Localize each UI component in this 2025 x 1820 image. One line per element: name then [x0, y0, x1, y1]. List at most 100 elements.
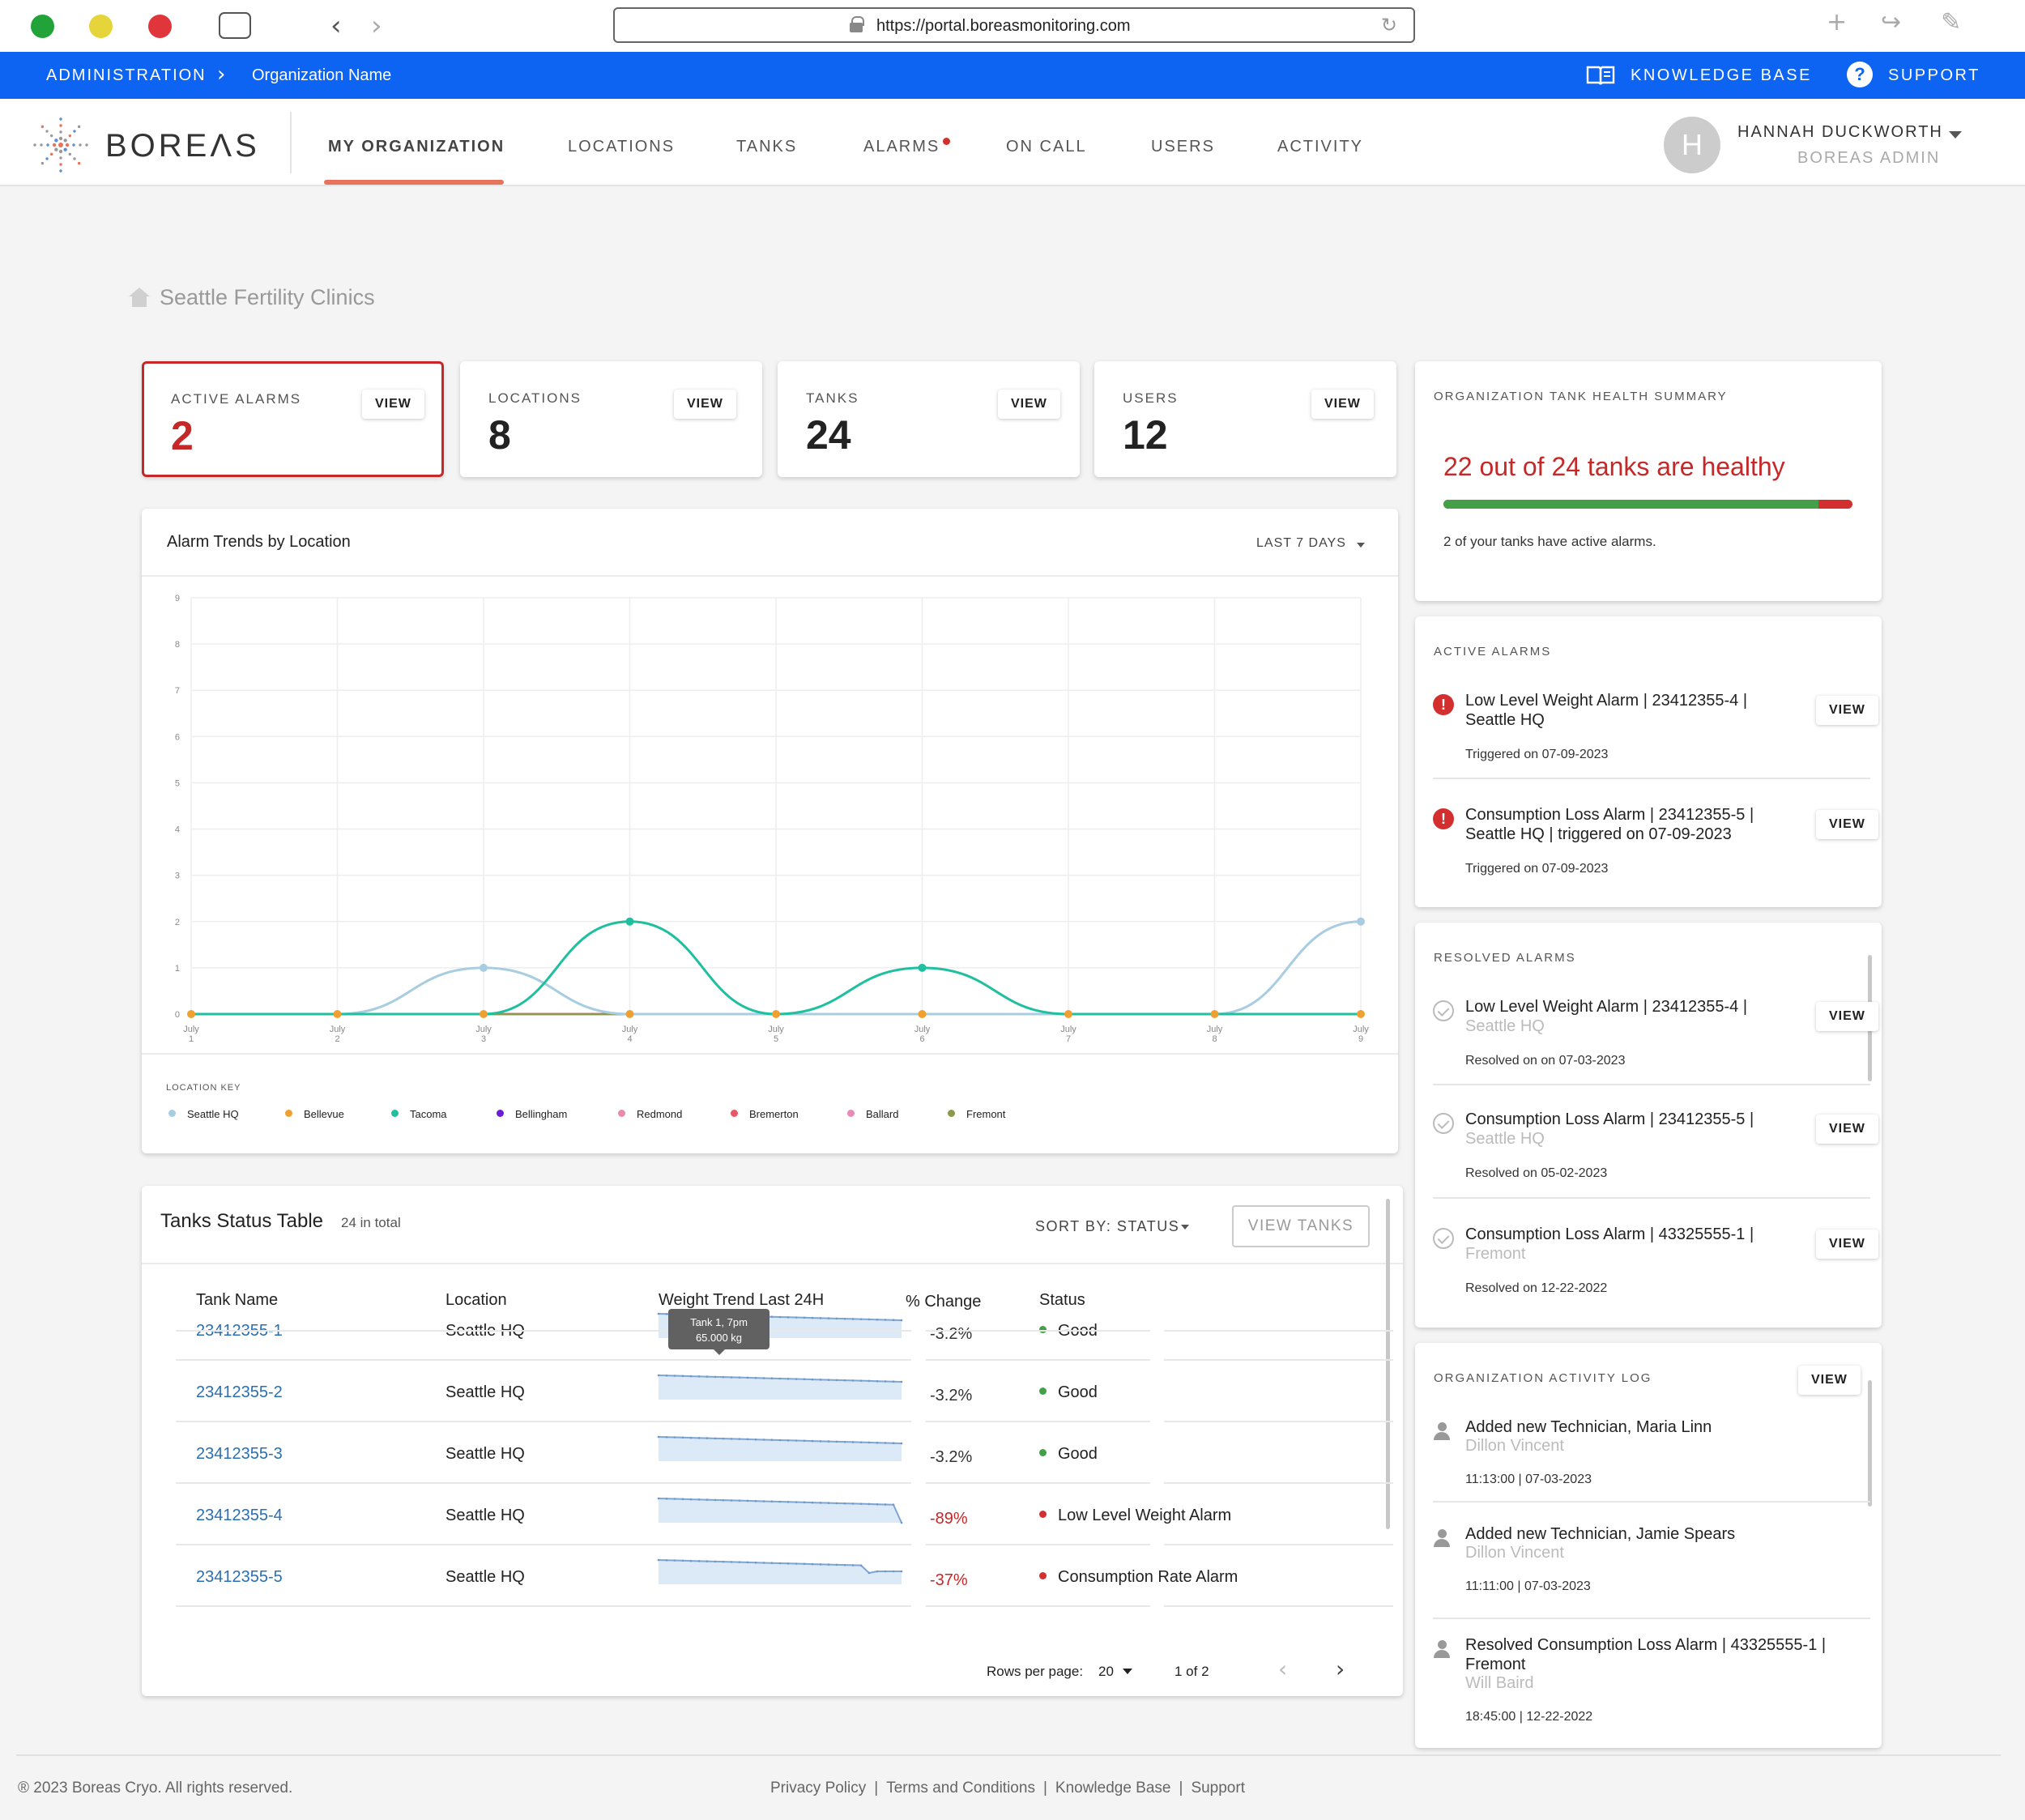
- breadcrumb-organization[interactable]: Organization Name: [252, 66, 392, 84]
- nav-my-organization[interactable]: MY ORGANIZATION: [328, 138, 505, 156]
- boreas-logo-icon[interactable]: [32, 117, 89, 173]
- column-header-tank-name[interactable]: Tank Name: [196, 1291, 279, 1309]
- avatar[interactable]: H: [1664, 117, 1720, 173]
- view-activity-button[interactable]: VIEW: [1798, 1366, 1861, 1395]
- stat-label: LOCATIONS: [488, 390, 582, 406]
- legend-item[interactable]: Fremont: [948, 1108, 1005, 1120]
- sparkline-area: [659, 1375, 902, 1400]
- scrollbar[interactable]: [1386, 1199, 1390, 1529]
- activity-time: 18:45:00 | 12-22-2022: [1465, 1710, 1593, 1724]
- new-tab-icon[interactable]: +: [1827, 8, 1848, 36]
- support-link[interactable]: SUPPORT: [1888, 66, 1980, 84]
- forward-icon[interactable]: ›: [371, 10, 382, 42]
- window-maximize-button[interactable]: [31, 15, 54, 38]
- row-divider: [640, 1544, 911, 1545]
- nav-tanks[interactable]: TANKS: [736, 138, 798, 156]
- share-icon[interactable]: ↪: [1881, 8, 1902, 36]
- sparkline-point: [803, 1378, 806, 1381]
- view-alarm-button[interactable]: VIEW: [1816, 810, 1878, 839]
- legend-item[interactable]: Bellingham: [497, 1108, 567, 1120]
- sort-select[interactable]: SORT BY: STATUS: [1035, 1218, 1180, 1234]
- sparkline-point: [795, 1378, 798, 1380]
- help-icon[interactable]: ?: [1847, 62, 1873, 87]
- footer-knowledge-base-link[interactable]: Knowledge Base: [1055, 1780, 1171, 1797]
- nav-locations[interactable]: LOCATIONS: [568, 138, 676, 156]
- footer-support-link[interactable]: Support: [1191, 1780, 1245, 1797]
- next-page-icon[interactable]: ›: [1336, 1656, 1345, 1682]
- legend-item[interactable]: Ballard: [847, 1108, 898, 1120]
- x-tick-label: 3: [481, 1034, 486, 1044]
- tab-overview-icon[interactable]: [219, 12, 251, 39]
- view-alarm-button[interactable]: VIEW: [1816, 1115, 1878, 1144]
- sparkline-point: [851, 1564, 855, 1566]
- legend-item[interactable]: Redmond: [618, 1108, 682, 1120]
- y-tick-label: 7: [175, 686, 180, 696]
- nav-alarms[interactable]: ALARMS: [863, 138, 940, 156]
- sparkline-point: [835, 1317, 838, 1320]
- sparkline-point: [851, 1318, 855, 1320]
- view-users-button[interactable]: VIEW: [1311, 390, 1374, 419]
- y-tick-label: 0: [175, 1010, 180, 1020]
- scrollbar[interactable]: [1868, 1380, 1872, 1507]
- sparkline-point: [843, 1317, 846, 1320]
- column-header-weight-trend[interactable]: Weight Trend Last 24H: [659, 1291, 825, 1309]
- knowledge-base-link[interactable]: KNOWLEDGE BASE: [1631, 66, 1812, 84]
- logo-dot: [33, 143, 36, 147]
- x-tick-label: July: [914, 1025, 931, 1034]
- caret-down-icon[interactable]: [1949, 131, 1962, 139]
- divider: [142, 575, 1398, 577]
- date-range-select[interactable]: LAST 7 DAYS: [1256, 536, 1346, 550]
- view-tanks-button[interactable]: VIEW TANKS: [1232, 1205, 1370, 1247]
- rows-per-page-select[interactable]: 20: [1098, 1664, 1114, 1679]
- view-alarm-button[interactable]: VIEW: [1816, 1002, 1878, 1031]
- reload-icon[interactable]: ↻: [1380, 14, 1397, 36]
- user-name[interactable]: HANNAH DUCKWORTH: [1737, 123, 1943, 141]
- legend-item[interactable]: Seattle HQ: [168, 1108, 239, 1120]
- tank-name-link[interactable]: 23412355-2: [196, 1383, 283, 1401]
- view-alarm-button[interactable]: VIEW: [1816, 1230, 1878, 1259]
- back-icon[interactable]: ‹: [330, 10, 342, 42]
- boreas-logo-text[interactable]: BOREΛS: [105, 128, 260, 164]
- status-dot: [1039, 1572, 1047, 1580]
- logo-dot: [49, 152, 53, 156]
- nav-activity[interactable]: ACTIVITY: [1277, 138, 1364, 156]
- home-icon[interactable]: [128, 287, 151, 308]
- tank-name-link[interactable]: 23412355-5: [196, 1568, 283, 1586]
- breadcrumb-administration[interactable]: ADMINISTRATION: [46, 66, 207, 84]
- previous-page-icon[interactable]: ‹: [1278, 1656, 1288, 1682]
- address-bar[interactable]: https://portal.boreasmonitoring.com ↻: [613, 7, 1415, 43]
- caret-down-icon[interactable]: [1123, 1669, 1132, 1674]
- caret-down-icon[interactable]: [1357, 543, 1365, 548]
- view-locations-button[interactable]: VIEW: [674, 390, 736, 419]
- window-close-button[interactable]: [148, 15, 172, 38]
- book-icon[interactable]: [1586, 65, 1615, 86]
- legend-item[interactable]: Bremerton: [731, 1108, 799, 1120]
- sparkline-point: [851, 1502, 855, 1505]
- row-divider: [176, 1482, 527, 1484]
- nav-users[interactable]: USERS: [1151, 138, 1215, 156]
- caret-down-icon[interactable]: [1181, 1225, 1189, 1230]
- sparkline-point: [835, 1440, 838, 1443]
- row-divider: [640, 1359, 911, 1361]
- sparkline-point: [689, 1498, 693, 1501]
- terms-link[interactable]: Terms and Conditions: [886, 1780, 1035, 1797]
- x-tick-label: July: [622, 1025, 638, 1034]
- tank-name-link[interactable]: 23412355-3: [196, 1445, 283, 1463]
- alarm-location: Seattle HQ: [1465, 1017, 1545, 1035]
- edit-icon[interactable]: ✎: [1941, 8, 1962, 36]
- nav-on-call[interactable]: ON CALL: [1006, 138, 1087, 156]
- column-header-change[interactable]: % Change: [906, 1293, 982, 1311]
- tank-name-link[interactable]: 23412355-4: [196, 1507, 283, 1524]
- sparkline-point: [892, 1442, 895, 1445]
- sparkline-point: [722, 1375, 725, 1379]
- window-minimize-button[interactable]: [89, 15, 113, 38]
- view-alarm-button[interactable]: VIEW: [1816, 696, 1878, 725]
- column-header-location[interactable]: Location: [446, 1291, 507, 1309]
- view-tanks-stat-button[interactable]: VIEW: [998, 390, 1060, 419]
- nav-divider: [290, 112, 292, 173]
- legend-item[interactable]: Bellevue: [285, 1108, 344, 1120]
- privacy-policy-link[interactable]: Privacy Policy: [770, 1780, 867, 1797]
- view-active-alarms-button[interactable]: VIEW: [362, 390, 424, 419]
- column-header-status[interactable]: Status: [1039, 1291, 1085, 1309]
- legend-item[interactable]: Tacoma: [391, 1108, 447, 1120]
